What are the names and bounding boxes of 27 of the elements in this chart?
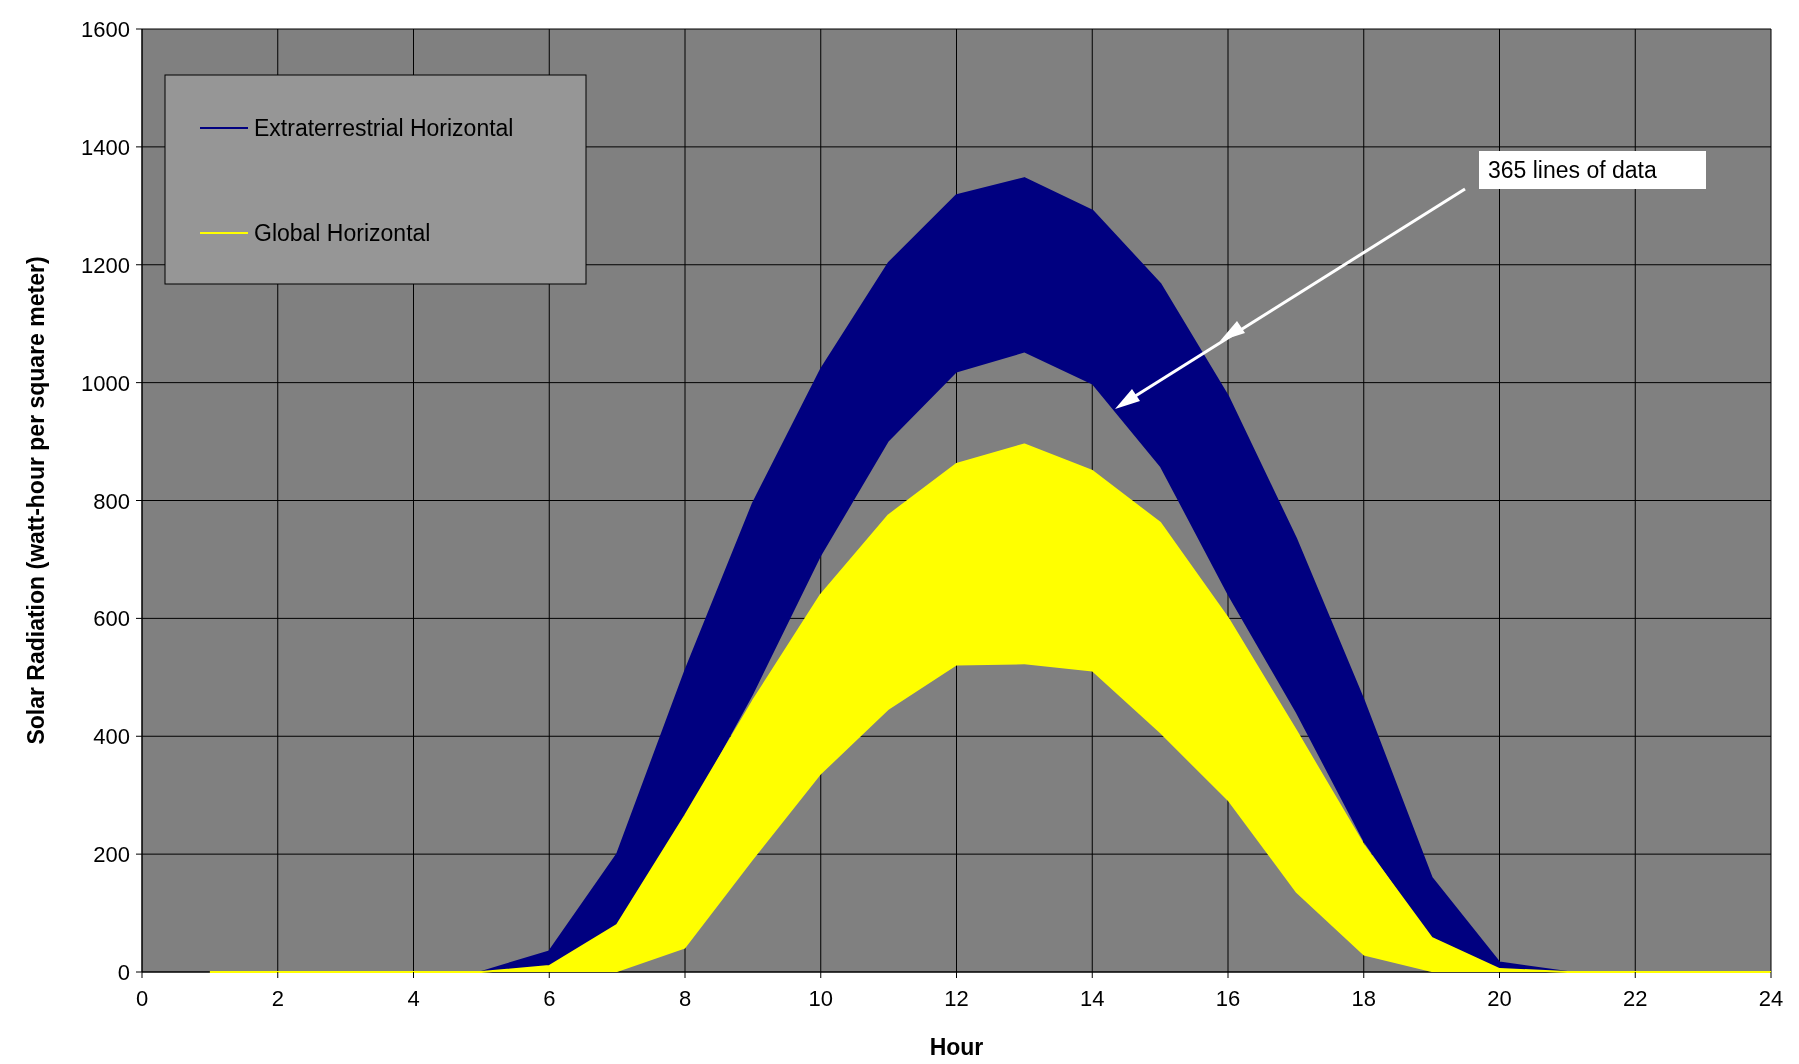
x-tick-label: 4	[407, 986, 420, 1011]
y-tick-label: 1400	[81, 134, 130, 160]
x-tick-label: 8	[678, 986, 692, 1011]
y-tick-label: 1600	[81, 17, 130, 42]
y-tick-label: 1000	[81, 370, 130, 396]
x-tick-label: 24	[1758, 986, 1784, 1011]
x-tick-label: 16	[1215, 986, 1241, 1011]
x-axis-title: Hour	[929, 1034, 984, 1060]
y-axis-title: Solar Radiation (watt-hour per square meter)	[23, 256, 49, 745]
x-tick-label: 10	[808, 986, 833, 1011]
y-tick-label: 0	[117, 960, 130, 985]
annotation: 365 lines of data	[1488, 157, 1657, 183]
legend-label: Global Horizontal	[254, 220, 431, 246]
x-tick-label: 14	[1080, 986, 1105, 1011]
y-tick-label: 400	[93, 724, 130, 750]
y-tick-label: 1200	[81, 252, 130, 278]
y-tick-label: 200	[93, 842, 130, 868]
x-tick-label: 2	[271, 986, 284, 1011]
x-tick-label: 0	[135, 986, 149, 1011]
x-tick-label: 6	[543, 986, 556, 1011]
y-tick-label: 600	[93, 606, 130, 632]
x-tick-label: 12	[944, 986, 969, 1011]
x-tick-label: 22	[1623, 986, 1648, 1011]
legend-label: Extraterrestrial Horizontal	[254, 115, 514, 141]
x-tick-label: 18	[1351, 986, 1376, 1011]
y-tick-label: 800	[93, 488, 130, 514]
x-tick-label: 20	[1487, 986, 1512, 1011]
